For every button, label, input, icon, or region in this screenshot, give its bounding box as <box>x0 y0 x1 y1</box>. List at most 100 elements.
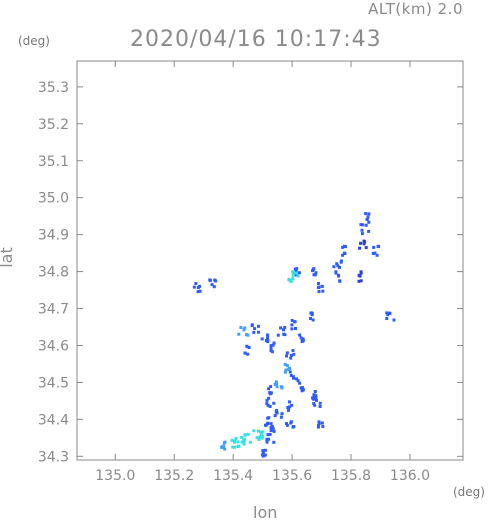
echo-cell <box>237 444 241 448</box>
echo-cell <box>317 422 321 425</box>
echo-cell <box>364 246 368 250</box>
echo-cell <box>231 445 235 449</box>
echo-cell <box>318 401 322 405</box>
echo-cell <box>269 422 273 426</box>
echo-cell <box>272 401 276 405</box>
echo-cell <box>312 393 316 397</box>
y-tick-label: 34.9 <box>38 228 69 244</box>
echo-cell <box>342 244 346 248</box>
echo-cell <box>392 318 396 322</box>
echo-cell <box>294 269 298 273</box>
echo-cell <box>334 270 338 274</box>
echo-cell <box>362 242 366 246</box>
echo-cell <box>274 380 278 384</box>
echo-cell <box>243 437 247 441</box>
echo-cell <box>280 386 284 390</box>
echo-cell <box>314 271 318 275</box>
echo-cell <box>290 319 294 322</box>
echo-cell <box>312 402 316 406</box>
echo-cell <box>266 421 270 425</box>
echo-cell <box>321 289 325 293</box>
echo-cell <box>300 386 304 389</box>
echo-cell <box>359 270 363 274</box>
echo-cell <box>257 330 260 334</box>
echo-cell <box>291 270 295 274</box>
echo-cell <box>265 437 269 441</box>
echo-cell <box>194 282 198 285</box>
echo-cell <box>252 429 256 433</box>
echo-cell <box>260 436 264 440</box>
echo-cell <box>269 344 273 348</box>
echo-cell <box>288 370 292 374</box>
echo-cell <box>366 215 370 219</box>
echo-cell <box>313 390 317 393</box>
echo-cell <box>295 377 298 381</box>
echo-cell <box>233 440 237 444</box>
echo-cell <box>367 229 371 233</box>
echo-cell <box>310 311 314 315</box>
echo-cell <box>269 347 273 350</box>
echo-cell <box>291 273 295 277</box>
echo-cell <box>280 412 284 416</box>
echo-cell <box>268 432 272 436</box>
echo-cell <box>313 403 317 407</box>
echo-cell <box>364 223 368 227</box>
echo-cell <box>264 339 268 343</box>
echo-cell <box>266 403 270 407</box>
echo-cell <box>388 312 392 315</box>
y-tick-label: 34.7 <box>38 302 69 318</box>
echo-cell <box>317 420 321 424</box>
echo-cell <box>285 351 289 355</box>
echo-cell <box>296 379 300 383</box>
echo-cell <box>246 352 250 356</box>
echo-cell <box>309 317 312 320</box>
echo-cell <box>373 251 377 255</box>
echo-cell <box>291 375 295 379</box>
echo-cell <box>298 333 302 337</box>
echo-cell <box>267 416 271 420</box>
echo-cell <box>312 395 316 399</box>
echo-cell <box>283 326 287 329</box>
echo-cell <box>222 444 226 448</box>
x-tick-label: 135.4 <box>213 468 253 484</box>
echo-cell <box>266 433 270 437</box>
echo-cell <box>336 264 340 268</box>
echo-cell <box>295 267 299 271</box>
echo-cell <box>321 425 325 428</box>
echo-cell <box>279 326 283 330</box>
echo-cell <box>293 320 297 324</box>
echo-cell <box>361 223 365 227</box>
echo-cell <box>274 410 278 414</box>
echo-cell <box>267 396 271 400</box>
tick-layer: 135.0 135.2 135.4 135.6 135.8 136.0 34.3 34.4 34… <box>38 61 463 484</box>
echo-cell <box>291 349 295 352</box>
echo-cell <box>273 414 277 418</box>
echo-cell <box>357 279 361 283</box>
echo-cell <box>285 423 289 427</box>
echo-cell <box>250 324 254 328</box>
echo-cell <box>283 370 287 374</box>
echo-cell <box>239 326 243 329</box>
echo-cell <box>316 425 320 429</box>
echo-cell <box>245 333 248 337</box>
echo-cell <box>338 279 342 283</box>
echo-cell <box>363 240 367 244</box>
echo-cell <box>285 354 288 358</box>
echo-cell <box>264 423 267 427</box>
echo-cell <box>289 354 293 357</box>
echo-cell <box>275 385 279 389</box>
echo-cell <box>243 351 247 355</box>
echo-cell <box>301 388 305 392</box>
echo-cell <box>270 350 274 354</box>
echo-cell <box>301 337 305 341</box>
echo-cell <box>376 244 380 248</box>
echo-cell <box>285 364 289 368</box>
echo-cell <box>242 442 246 446</box>
y-tick-label: 34.6 <box>38 338 69 354</box>
y-tick-label: 35.0 <box>38 191 69 207</box>
echo-cell <box>288 405 292 409</box>
echo-cell <box>257 437 261 441</box>
echo-cell <box>317 423 320 427</box>
echo-cell <box>371 252 375 255</box>
echo-cell <box>335 262 339 266</box>
